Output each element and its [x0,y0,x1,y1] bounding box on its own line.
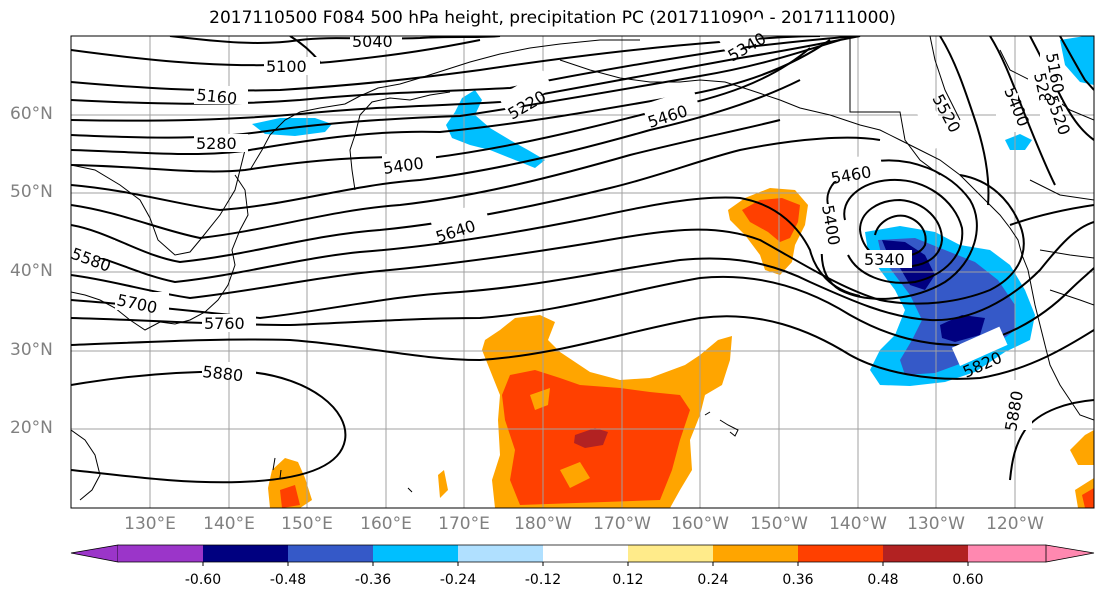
lon-label: 170°E [438,514,490,534]
map-title: 2017110500 F084 500 hPa height, precipit… [209,8,896,28]
colorbar-tick: 0.36 [782,572,814,588]
lon-label: 150°W [750,514,808,534]
lon-label: 140°W [829,514,887,534]
lon-label: 140°E [203,514,255,534]
lat-label: 20°N [10,418,53,438]
height-contours [71,36,1094,484]
colorbar-tick: -0.24 [439,572,477,588]
precip-positive-gulf [728,188,808,275]
lon-label: 130°E [124,514,176,534]
colorbar-tick: 0.60 [952,572,984,588]
contour-label: 5160 [196,85,238,108]
precip-positive-small [268,430,1094,508]
colorbar-tick: -0.36 [354,572,392,588]
lon-label: 160°E [360,514,412,534]
lon-label: 150°E [281,514,333,534]
lon-label: 160°W [671,514,729,534]
lat-label: 50°N [10,182,53,202]
lon-label: 180°W [514,514,572,534]
colorbar-tick: -0.48 [269,572,307,588]
colorbar-tick: -0.12 [524,572,562,588]
contour-labels: 5040 5100 5160 5220 5280 5340 5400 5460 … [69,14,1074,433]
contour-label: 5280 [196,134,237,153]
contour-label: 5880 [202,362,244,385]
colorbar-tick: 0.12 [612,572,644,588]
colorbar [70,544,1095,566]
contour-label: 5340 [864,250,905,269]
contour-label: 5100 [266,57,307,76]
precip-positive-central [482,315,732,508]
lon-label: 120°W [986,514,1044,534]
lon-label: 130°W [907,514,965,534]
lat-label: 40°N [10,261,53,281]
lon-label: 170°W [593,514,651,534]
map-frame [70,35,1095,509]
colorbar-tick: 0.24 [697,572,729,588]
colorbar-tick: -0.60 [184,572,222,588]
contour-label: 5040 [352,32,393,51]
lat-label: 30°N [10,340,53,360]
colorbar-tick: 0.48 [867,572,899,588]
lat-label: 60°N [10,104,53,124]
contour-label: 5760 [204,314,245,333]
